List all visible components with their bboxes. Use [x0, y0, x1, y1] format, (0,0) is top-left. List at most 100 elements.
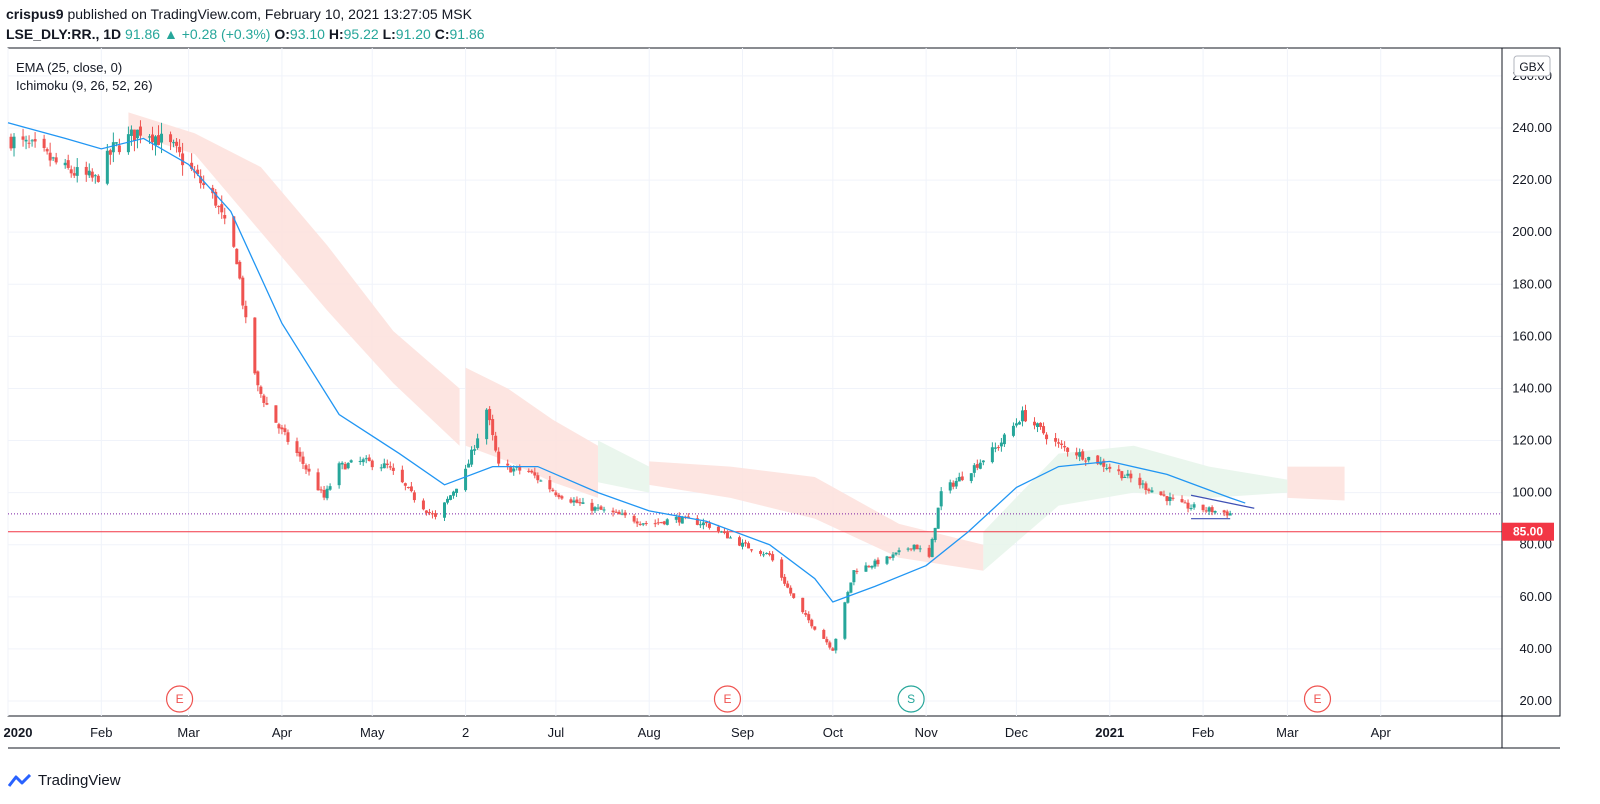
candle[interactable] — [51, 156, 55, 161]
candle[interactable] — [789, 585, 793, 596]
candle[interactable] — [126, 126, 130, 155]
candle[interactable] — [593, 506, 597, 514]
candle[interactable] — [596, 504, 600, 512]
candle[interactable] — [843, 601, 847, 641]
candle[interactable] — [939, 487, 943, 511]
candle[interactable] — [894, 552, 898, 556]
legend-ema[interactable]: EMA (25, close, 0) — [16, 60, 122, 75]
candle[interactable] — [554, 490, 558, 497]
candle[interactable] — [1120, 470, 1124, 481]
candle[interactable] — [274, 405, 278, 423]
candle[interactable] — [1039, 422, 1043, 430]
candle[interactable] — [66, 154, 70, 170]
candle[interactable] — [172, 139, 176, 148]
candle[interactable] — [662, 520, 666, 526]
candle[interactable] — [232, 216, 236, 249]
candle[interactable] — [852, 570, 856, 586]
earnings-event-marker[interactable]: E — [165, 685, 194, 713]
triangle-upper-line[interactable] — [1190, 494, 1255, 509]
candle[interactable] — [1045, 432, 1049, 445]
brand-name[interactable]: TradingView — [38, 772, 121, 789]
candle[interactable] — [48, 142, 52, 167]
candle[interactable] — [750, 549, 754, 553]
candle[interactable] — [178, 139, 182, 157]
candle[interactable] — [653, 519, 657, 528]
candle[interactable] — [412, 490, 416, 503]
candle[interactable] — [72, 166, 76, 179]
candle[interactable] — [1126, 469, 1130, 479]
candle[interactable] — [135, 129, 139, 149]
candle[interactable] — [1189, 504, 1193, 511]
candle[interactable] — [455, 488, 459, 497]
candle[interactable] — [677, 512, 681, 526]
candle[interactable] — [807, 611, 811, 624]
candle[interactable] — [698, 521, 702, 528]
candle[interactable] — [328, 483, 332, 491]
candle[interactable] — [813, 626, 817, 631]
candle[interactable] — [792, 593, 796, 599]
candle[interactable] — [602, 506, 606, 513]
candle[interactable] — [1087, 456, 1091, 463]
candle[interactable] — [433, 510, 437, 520]
candle[interactable] — [906, 547, 910, 552]
candle[interactable] — [1033, 417, 1037, 430]
candle[interactable] — [42, 134, 46, 152]
candle[interactable] — [1081, 449, 1085, 461]
candle[interactable] — [235, 248, 239, 265]
candle[interactable] — [590, 499, 594, 515]
candle[interactable] — [1183, 500, 1187, 504]
candle[interactable] — [494, 431, 498, 453]
candle[interactable] — [361, 457, 365, 466]
candle[interactable] — [385, 459, 389, 469]
candle[interactable] — [867, 564, 871, 568]
candle[interactable] — [635, 518, 639, 527]
candle[interactable] — [491, 414, 495, 441]
candle[interactable] — [340, 461, 344, 470]
candle[interactable] — [343, 461, 347, 470]
candle[interactable] — [1138, 473, 1142, 489]
candle[interactable] — [783, 573, 787, 587]
candle[interactable] — [569, 497, 573, 504]
candle[interactable] — [30, 138, 34, 147]
candle[interactable] — [996, 445, 1000, 451]
candle[interactable] — [69, 165, 73, 178]
candle[interactable] — [780, 557, 784, 581]
candle[interactable] — [1084, 458, 1088, 466]
candle[interactable] — [280, 424, 284, 435]
earnings-event-marker[interactable]: E — [1303, 685, 1332, 713]
candle[interactable] — [506, 459, 510, 470]
candle[interactable] — [728, 535, 732, 539]
candle[interactable] — [9, 133, 13, 151]
candle[interactable] — [1123, 474, 1127, 478]
candle[interactable] — [295, 437, 299, 457]
candle[interactable] — [876, 557, 880, 567]
candle[interactable] — [936, 507, 940, 529]
candle[interactable] — [63, 158, 67, 169]
candle[interactable] — [722, 528, 726, 535]
candle[interactable] — [277, 422, 281, 434]
candle[interactable] — [918, 545, 922, 553]
candle[interactable] — [421, 498, 425, 511]
candle[interactable] — [427, 508, 431, 516]
candle[interactable] — [539, 479, 543, 482]
candle[interactable] — [1162, 490, 1166, 497]
candle[interactable] — [957, 472, 961, 482]
candle[interactable] — [84, 161, 88, 182]
candle[interactable] — [972, 463, 976, 478]
candle[interactable] — [485, 408, 489, 445]
candle[interactable] — [181, 142, 185, 176]
candle[interactable] — [786, 580, 790, 589]
candle[interactable] — [217, 205, 221, 215]
candle[interactable] — [1011, 422, 1015, 438]
candle[interactable] — [108, 148, 112, 165]
candle[interactable] — [1014, 418, 1018, 428]
candle[interactable] — [391, 463, 395, 475]
candle[interactable] — [370, 459, 374, 471]
candle[interactable] — [656, 518, 660, 526]
candle[interactable] — [105, 144, 109, 186]
candle[interactable] — [1096, 455, 1100, 466]
candle[interactable] — [446, 496, 450, 505]
candle[interactable] — [975, 459, 979, 471]
candle[interactable] — [960, 471, 964, 482]
